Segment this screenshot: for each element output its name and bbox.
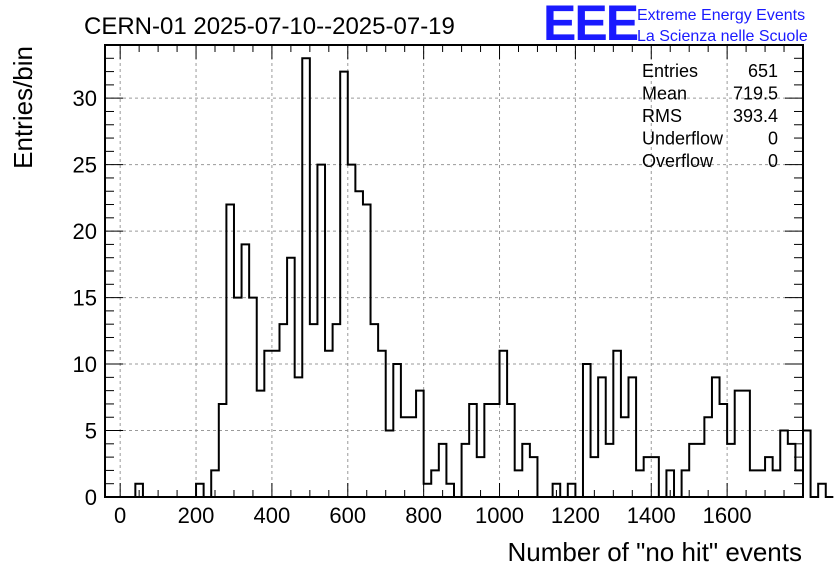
y-tick-label: 30 (73, 86, 97, 111)
y-tick-label: 25 (73, 153, 97, 178)
eee-logo-line1: Extreme Energy Events (637, 7, 805, 24)
tick-labels: 0 200 400 600 800 1000 1200 1400 1600 0 5 10 15 20 25 3… (73, 86, 752, 528)
eee-logo: EEE Extreme Energy Events La Scienza nel… (543, 0, 808, 51)
stats-label-entries: Entries (642, 61, 698, 81)
eee-logo-mark: EEE (543, 0, 638, 51)
stats-label-underflow: Underflow (642, 129, 724, 149)
stats-box: Entries 651 Mean 719.5 RMS 393.4 Underflow 0 Ove… (642, 61, 778, 171)
x-tick-label: 200 (178, 503, 215, 528)
y-axis-label: Entries/bin (8, 46, 38, 169)
stats-value-overflow: 0 (768, 151, 778, 171)
y-tick-label: 0 (85, 485, 97, 510)
eee-logo-line2: La Scienza nelle Scuole (637, 28, 808, 45)
y-tick-label: 15 (73, 286, 97, 311)
x-tick-label: 800 (405, 503, 442, 528)
x-tick-label: 0 (114, 503, 126, 528)
x-tick-label: 400 (254, 503, 291, 528)
y-tick-label: 5 (85, 419, 97, 444)
stats-label-mean: Mean (642, 84, 687, 104)
stats-value-underflow: 0 (768, 129, 778, 149)
histogram-outline (105, 57, 834, 498)
grid-lines (105, 45, 803, 497)
x-tick-label: 1600 (703, 503, 752, 528)
stats-value-entries: 651 (748, 61, 778, 81)
stats-value-rms: 393.4 (733, 106, 778, 126)
axis-ticks (105, 45, 803, 498)
stats-value-mean: 719.5 (733, 84, 778, 104)
x-tick-label: 600 (329, 503, 366, 528)
x-axis-label: Number of "no hit" events (508, 537, 803, 567)
plot-frame (104, 44, 804, 498)
y-tick-label: 10 (73, 352, 97, 377)
stats-label-rms: RMS (642, 106, 682, 126)
y-tick-label: 20 (73, 219, 97, 244)
stats-label-overflow: Overflow (642, 151, 714, 171)
x-tick-label: 1000 (475, 503, 524, 528)
chart-title: CERN-01 2025-07-10--2025-07-19 (84, 13, 455, 40)
x-tick-label: 1200 (551, 503, 600, 528)
x-tick-label: 1400 (627, 503, 676, 528)
